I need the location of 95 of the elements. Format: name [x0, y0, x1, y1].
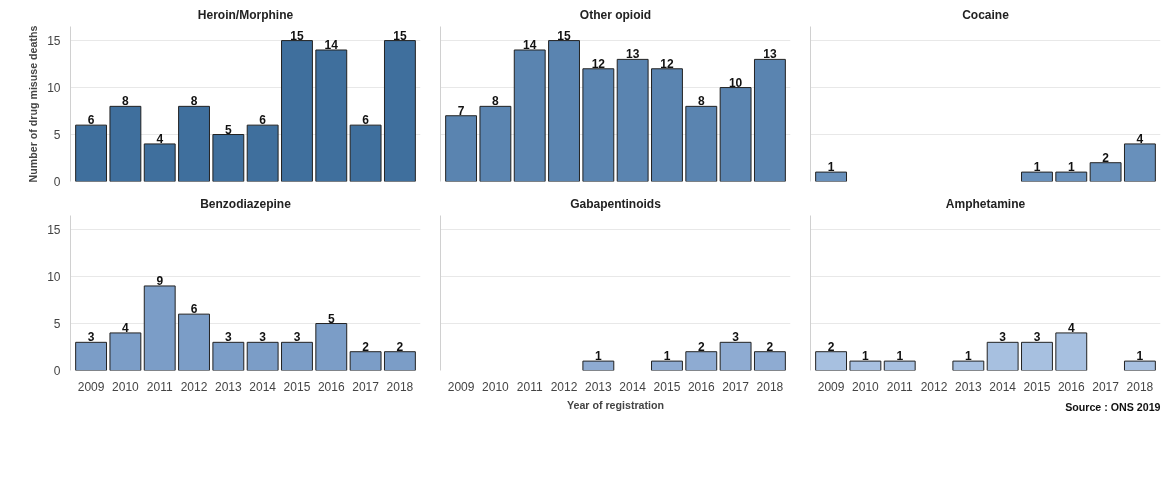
data-label: 4 — [122, 320, 130, 335]
chart-title: Gabapentinoids — [570, 196, 662, 211]
data-label: 1 — [896, 349, 904, 364]
x-tick-label: 2016 — [687, 379, 715, 394]
data-label: 13 — [625, 47, 640, 62]
data-label: 3 — [225, 330, 233, 345]
y-tick-label: 15 — [47, 34, 61, 49]
chart-title: Amphetamine — [945, 196, 1026, 211]
data-label: 4 — [1067, 320, 1075, 335]
x-tick-label: 2011 — [146, 379, 173, 394]
x-tick-label: 2009 — [817, 379, 845, 394]
chart-title: Benzodiazepine — [200, 196, 292, 211]
data-label: 12 — [660, 56, 674, 71]
data-label: 6 — [87, 113, 95, 128]
x-tick-label: 2014 — [989, 379, 1017, 394]
data-label: 1 — [827, 160, 835, 175]
data-label: 8 — [122, 94, 130, 109]
x-tick-label: 2013 — [955, 379, 983, 394]
x-tick-label: 2011 — [886, 379, 913, 394]
y-tick-label: 0 — [53, 175, 61, 189]
x-tick-label: 2009 — [447, 379, 475, 394]
data-label: 3 — [1033, 330, 1041, 345]
data-label: 1 — [595, 349, 603, 364]
data-label: 1 — [663, 349, 671, 364]
data-label: 1 — [965, 349, 973, 364]
x-tick-label: 2011 — [516, 379, 543, 394]
data-label: 7 — [457, 103, 465, 118]
x-tick-label: 2015 — [653, 379, 681, 394]
data-label: 1 — [1033, 160, 1041, 175]
y-tick-label: 10 — [47, 270, 61, 285]
x-tick-label: 2018 — [386, 379, 414, 394]
y-tick-label: 5 — [53, 317, 61, 332]
data-label: 3 — [87, 330, 95, 345]
x-tick-label: 2015 — [1023, 379, 1051, 394]
data-label: 3 — [732, 330, 740, 345]
y-tick-label: 10 — [47, 81, 61, 96]
data-label: 8 — [492, 94, 500, 109]
chart-title: Other opioid — [579, 7, 652, 22]
data-label: 1 — [1067, 160, 1075, 175]
data-label: 4 — [156, 131, 164, 146]
data-label: 5 — [225, 122, 233, 137]
source-note: Source : ONS 2019 — [1065, 400, 1161, 413]
data-label: 2 — [362, 339, 370, 354]
data-label: 15 — [290, 28, 304, 43]
x-tick-label: 2016 — [317, 379, 345, 394]
data-label: 3 — [259, 330, 267, 345]
data-label: 2 — [827, 339, 835, 354]
data-label: 2 — [697, 339, 705, 354]
data-label: 8 — [697, 94, 705, 109]
data-label: 14 — [324, 37, 339, 52]
data-label: 4 — [1136, 131, 1144, 146]
data-label: 9 — [156, 273, 164, 288]
y-axis-title: Number of drug misuse deaths — [27, 25, 40, 183]
data-label: 14 — [523, 37, 537, 52]
y-tick-label: 5 — [53, 128, 61, 143]
data-label: 12 — [591, 56, 606, 71]
data-label: 13 — [763, 47, 777, 62]
x-tick-label: 2014 — [249, 379, 277, 394]
x-tick-label: 2018 — [756, 379, 784, 394]
data-label: 15 — [393, 28, 407, 43]
x-tick-label: 2013 — [215, 379, 243, 394]
data-label: 15 — [557, 28, 572, 43]
x-tick-label: 2017 — [1092, 379, 1120, 394]
x-tick-label: 2010 — [852, 379, 880, 394]
data-label: 5 — [327, 311, 335, 326]
x-tick-label: 2012 — [180, 379, 208, 394]
x-tick-label: 2017 — [722, 379, 750, 394]
data-label: 2 — [396, 339, 404, 354]
data-label: 3 — [999, 330, 1007, 345]
y-tick-label: 15 — [47, 223, 61, 238]
x-tick-label: 2015 — [283, 379, 311, 394]
x-tick-label: 2014 — [619, 379, 647, 394]
data-label: 6 — [190, 302, 198, 317]
data-label: 1 — [862, 349, 870, 364]
x-tick-label: 2010 — [112, 379, 140, 394]
data-label: 2 — [1102, 150, 1110, 165]
data-label: 1 — [1136, 349, 1144, 364]
x-tick-label: 2012 — [920, 379, 948, 394]
x-tick-label: 2010 — [482, 379, 510, 394]
x-tick-label: 2013 — [585, 379, 613, 394]
data-label: 10 — [728, 75, 743, 90]
data-label: 2 — [766, 339, 774, 354]
data-label: 3 — [293, 330, 301, 345]
y-tick-label: 0 — [53, 364, 61, 378]
chart-title: Heroin/Morphine — [197, 7, 294, 22]
x-tick-label: 2017 — [352, 379, 380, 394]
x-tick-label: 2018 — [1126, 379, 1154, 394]
data-label: 6 — [259, 113, 267, 128]
chart-title: Cocaine — [962, 7, 1010, 22]
x-tick-label: 2016 — [1057, 379, 1085, 394]
x-axis-title: Year of registration — [566, 398, 665, 411]
data-label: 8 — [190, 94, 198, 109]
x-tick-label: 2012 — [550, 379, 578, 394]
x-tick-label: 2009 — [77, 379, 105, 394]
data-label: 6 — [362, 113, 370, 128]
